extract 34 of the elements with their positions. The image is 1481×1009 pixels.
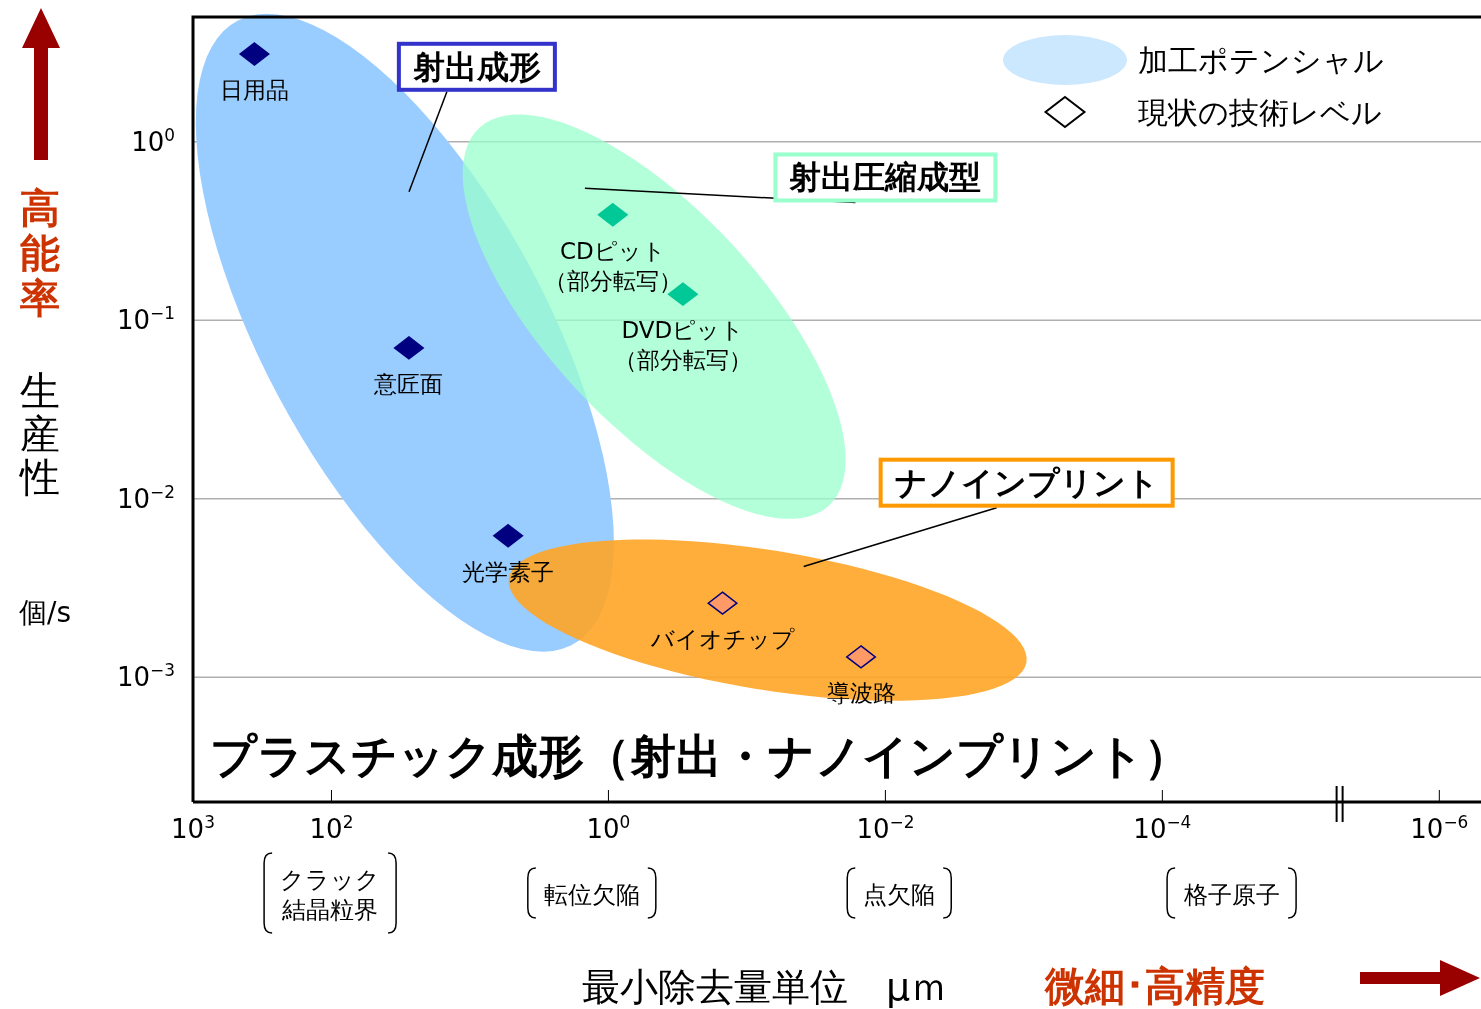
- x-tick-label: 10$^{0}$: [586, 812, 631, 844]
- y-tick-label: 10$^{0}$: [131, 124, 175, 157]
- text: 転位欠陥: [543, 881, 640, 909]
- x-tick-label: 10$^{3}$: [171, 812, 215, 844]
- annotation: 光学素子: [462, 558, 555, 585]
- x-axis-title: 最小除去量単位 μｍ: [581, 965, 949, 1009]
- text: 高能率: [20, 185, 60, 321]
- annotation: 射出圧縮成型: [789, 158, 982, 197]
- annotation: （部分転写）: [543, 267, 682, 294]
- annotation: 加工ポテンシャル: [1138, 43, 1384, 78]
- annotation: （部分転写）: [613, 347, 752, 374]
- text: 点欠陥: [863, 881, 936, 909]
- x-tick-label: 10$^{−4}$: [1133, 812, 1192, 844]
- y-axis-title: 生産性: [18, 368, 60, 500]
- x-tick-label: 10$^{2}$: [309, 812, 354, 844]
- x-tick-label: 10$^{−2}$: [856, 812, 915, 844]
- text: プラスチック成形（射出・ナノインプリント）: [210, 729, 1190, 783]
- y-tick-label: 10$^{−1}$: [117, 303, 175, 336]
- y-tick-label: 10$^{−3}$: [117, 660, 175, 693]
- annotation: 日用品: [219, 77, 289, 104]
- annotation: ナノインプリント: [894, 463, 1159, 502]
- text: 個/s: [18, 596, 72, 629]
- text: 格子原子: [1182, 881, 1280, 909]
- text: 結晶粒界: [281, 896, 379, 924]
- annotation: 意匠面: [373, 370, 444, 397]
- text: 微細･高精度: [1044, 963, 1265, 1009]
- annotation: DVDピット: [621, 317, 745, 344]
- annotation: CDピット: [559, 237, 666, 264]
- text: クラック: [280, 866, 381, 894]
- text: 現状の技術レベル: [1138, 95, 1382, 130]
- x-tick-label: 10$^{−6}$: [1410, 812, 1469, 844]
- annotation: バイオチップ: [649, 626, 795, 653]
- y-tick-label: 10$^{−2}$: [117, 481, 175, 514]
- annotation: 射出成形: [412, 47, 541, 86]
